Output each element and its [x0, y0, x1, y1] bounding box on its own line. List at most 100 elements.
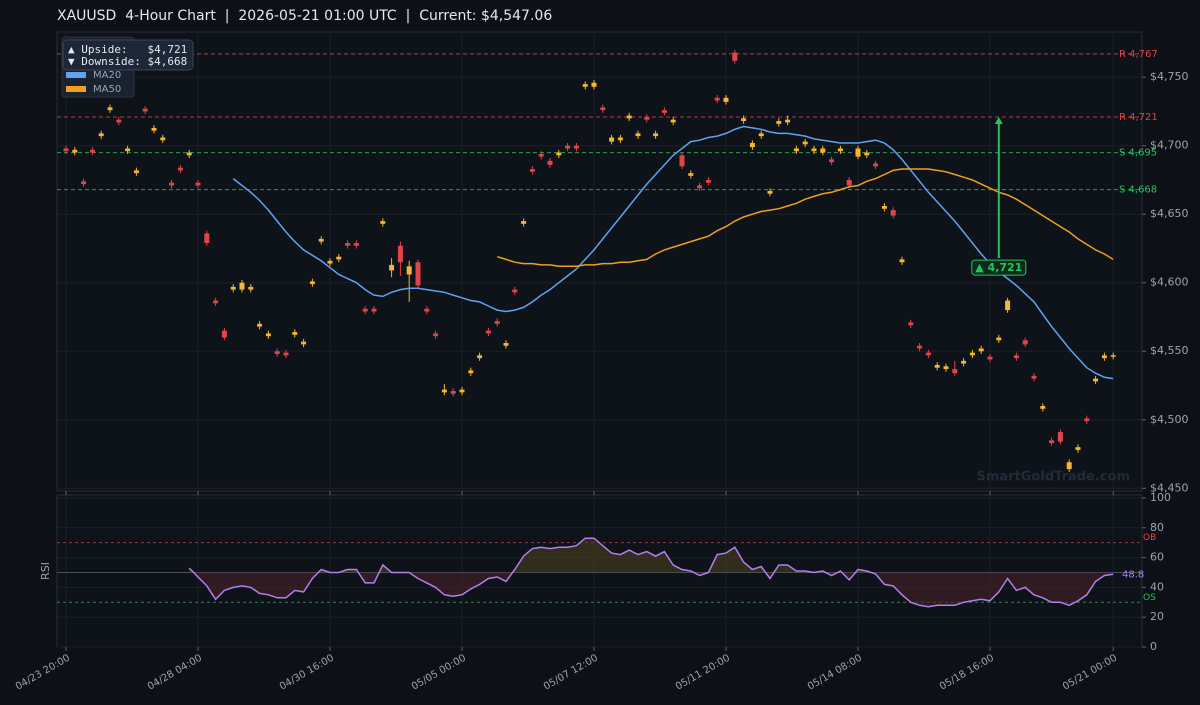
candle-body — [283, 352, 289, 356]
candle-body — [353, 243, 359, 246]
candle-body — [653, 133, 659, 137]
y-tick-label: $4,600 — [1150, 276, 1189, 289]
candle-body — [802, 141, 808, 145]
candle-body — [1031, 375, 1037, 379]
level-label: R 4,767 — [1119, 49, 1158, 60]
candle-body — [406, 266, 412, 275]
candle-body — [327, 260, 333, 264]
candle-body — [116, 119, 122, 123]
watermark: SmartGoldTrade.com — [976, 470, 1130, 485]
candle-body — [195, 182, 201, 186]
candle-body — [301, 341, 307, 345]
rsi-fill-up — [189, 538, 1114, 573]
candle-body — [969, 352, 975, 356]
rsi-value-label: 48.8 — [1122, 569, 1144, 580]
candle-body — [89, 149, 95, 153]
candle-body — [961, 360, 967, 364]
annotation-arrowhead — [994, 116, 1003, 124]
info-text: ▲ Upside: $4,721 — [68, 43, 187, 56]
candle-body — [661, 110, 667, 113]
candle-body — [362, 308, 368, 312]
candle-body — [485, 330, 491, 334]
candle-body — [705, 179, 711, 183]
candle-body — [309, 281, 315, 285]
candle-body — [899, 259, 905, 263]
candle-body — [908, 322, 914, 326]
candle-body — [547, 160, 553, 165]
legend-label: MA20 — [93, 70, 121, 81]
candle-body — [1093, 378, 1099, 382]
annotation-label: ▲ 4,721 — [975, 261, 1022, 274]
candle-body — [371, 308, 377, 312]
candle-body — [565, 145, 571, 149]
y-tick-label: $4,650 — [1150, 207, 1189, 220]
candle-body — [837, 148, 843, 152]
candle-body — [978, 348, 984, 352]
price-panel — [56, 31, 1143, 492]
rsi-line — [188, 537, 1114, 608]
candle-body — [1066, 462, 1072, 470]
y-tick-label: $4,700 — [1150, 139, 1189, 152]
rsi-level-label: OB — [1143, 533, 1156, 543]
y-tick-label: 60 — [1150, 551, 1164, 564]
candle-body — [846, 179, 852, 186]
candle-body — [512, 289, 518, 293]
candle-body — [318, 238, 324, 242]
candle-body — [732, 52, 738, 61]
candle-body — [890, 210, 896, 216]
candle-body — [582, 84, 588, 87]
candle-body — [186, 152, 192, 156]
y-tick-label: $4,450 — [1150, 481, 1189, 494]
candle-body — [441, 389, 447, 393]
candle-body — [336, 256, 342, 260]
candle-body — [1075, 447, 1081, 450]
candle-body — [538, 153, 544, 157]
rsi-level-label: OS — [1143, 593, 1156, 603]
candle-body — [230, 286, 236, 290]
candle-body — [697, 185, 703, 189]
candle-body — [917, 345, 923, 349]
candle-body — [389, 264, 395, 271]
candle-body — [925, 352, 931, 356]
y-tick-label: $4,750 — [1150, 70, 1189, 83]
candle-body — [257, 323, 263, 327]
candle-body — [943, 366, 949, 370]
y-tick-label: 20 — [1150, 610, 1164, 623]
ma-line — [232, 125, 1114, 380]
candle-body — [529, 169, 535, 172]
candle-body — [142, 108, 148, 112]
candle-body — [292, 332, 298, 335]
candle-body — [494, 321, 500, 324]
candle-body — [758, 133, 764, 137]
candle-body — [63, 148, 69, 152]
candle-body — [635, 133, 641, 137]
candle-body — [213, 300, 219, 304]
candle-body — [749, 142, 755, 148]
candle-body — [1049, 440, 1055, 444]
info-box — [62, 39, 194, 71]
candle-body — [397, 245, 403, 263]
candle-body — [72, 149, 78, 153]
candle-body — [1005, 300, 1011, 311]
candle-body — [424, 308, 430, 312]
rsi-axis-label: RSI — [39, 562, 52, 580]
candle-body — [107, 107, 113, 111]
candle-body — [688, 173, 694, 176]
candle-body — [934, 364, 940, 368]
candle-body — [274, 351, 280, 354]
candle-body — [248, 286, 254, 290]
candle-body — [591, 82, 597, 87]
candle-body — [1084, 418, 1090, 422]
y-tick-label: 0 — [1150, 640, 1157, 653]
legend-swatch — [66, 72, 86, 78]
candle-body — [380, 221, 386, 224]
candle-body — [503, 343, 509, 346]
candle-body — [644, 116, 650, 120]
candle-body — [204, 233, 210, 244]
y-tick-label: 40 — [1150, 580, 1164, 593]
candle-body — [873, 163, 879, 167]
candle-body — [1101, 355, 1107, 359]
candle-body — [573, 145, 579, 149]
candle-body — [952, 369, 958, 374]
candle-body — [477, 355, 483, 359]
